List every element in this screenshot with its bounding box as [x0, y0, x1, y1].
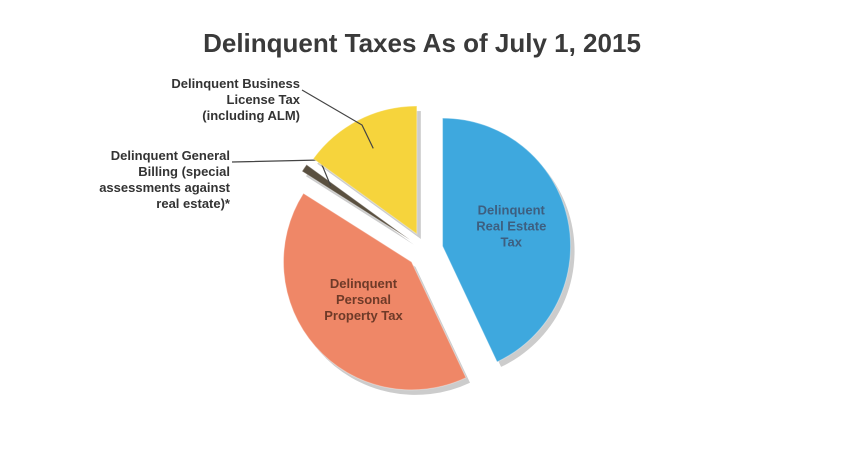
label-line: assessments against	[99, 180, 230, 195]
label-line: Delinquent	[330, 276, 398, 291]
label-line: Delinquent	[478, 203, 546, 218]
label-line: Tax	[501, 235, 523, 250]
label-line: (including ALM)	[202, 108, 300, 123]
label-line: Delinquent Business	[171, 76, 300, 91]
slice-label: Delinquent Business License Tax (including…	[171, 76, 300, 123]
label-line: real estate)*	[156, 196, 231, 211]
label-line: Personal	[336, 292, 391, 307]
slice	[442, 117, 571, 363]
label-line: License Tax	[227, 92, 301, 107]
label-line: Real Estate	[476, 219, 546, 234]
slice-label: Delinquent Personal Property Tax	[324, 276, 403, 323]
slice-label: Delinquent Real Estate Tax	[476, 203, 546, 250]
slice	[312, 105, 418, 235]
label-line: Property Tax	[324, 308, 403, 323]
label-line: Billing (special	[138, 164, 230, 179]
label-line: Delinquent General	[111, 148, 230, 163]
chart-title: Delinquent Taxes As of July 1, 2015	[203, 28, 641, 58]
slice	[283, 192, 467, 391]
slice-label: Delinquent General Billing (special assess…	[99, 148, 231, 211]
leader-line	[301, 89, 374, 149]
